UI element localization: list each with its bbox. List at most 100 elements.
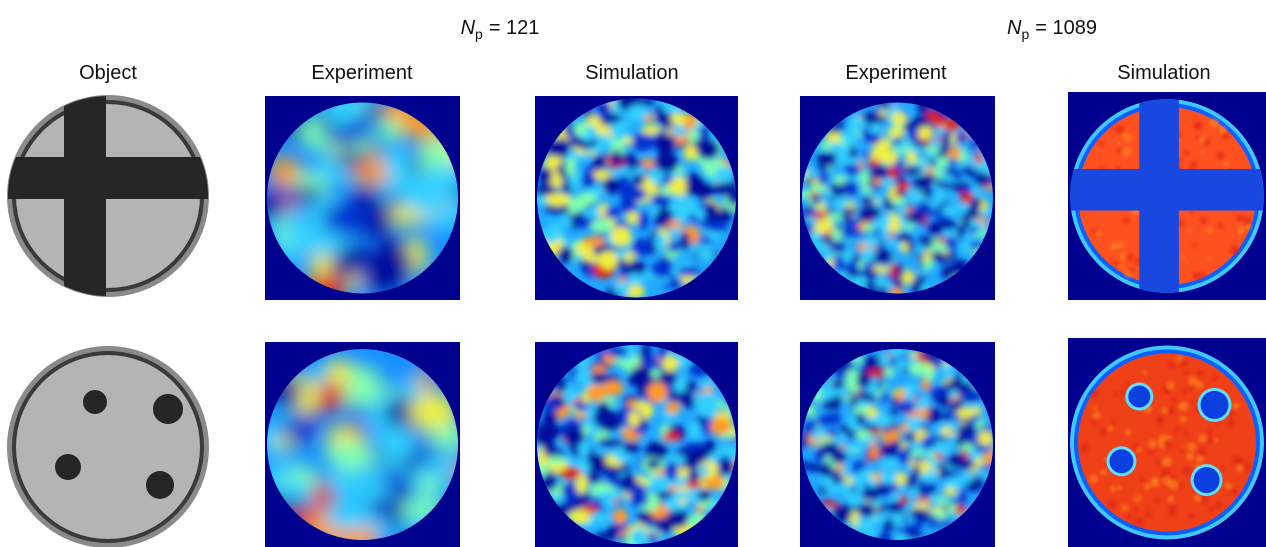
blob xyxy=(879,150,898,165)
column-header: Simulation xyxy=(585,62,678,84)
blob xyxy=(945,236,957,249)
speck xyxy=(1179,446,1185,452)
blob xyxy=(895,265,904,277)
speck xyxy=(1198,434,1207,443)
blob xyxy=(889,501,904,514)
speck xyxy=(1162,457,1172,467)
blob xyxy=(315,158,342,180)
symbol: N xyxy=(461,17,476,39)
blob xyxy=(401,173,451,214)
speck xyxy=(1229,487,1238,496)
blob xyxy=(842,238,853,244)
blob xyxy=(677,266,701,276)
blob xyxy=(662,356,678,371)
speck xyxy=(1111,420,1116,425)
speck xyxy=(1194,494,1201,501)
speck xyxy=(1156,420,1161,425)
blob xyxy=(905,522,921,532)
blob xyxy=(948,249,955,260)
blob xyxy=(948,454,966,469)
label-rest: = 121 xyxy=(489,17,540,39)
blob xyxy=(561,181,571,194)
figure: Np= 121 Np= 1089 Object Experiment Simul… xyxy=(0,0,1266,547)
blob xyxy=(842,208,857,215)
blob xyxy=(428,426,474,449)
blob xyxy=(377,425,416,462)
speck xyxy=(1214,438,1218,442)
speck xyxy=(1164,389,1169,394)
blob xyxy=(719,460,735,474)
speck xyxy=(1119,265,1124,270)
blob xyxy=(831,449,846,464)
blob xyxy=(974,457,984,467)
group-label: Np= 1089 xyxy=(1007,17,1097,42)
speck xyxy=(1135,517,1145,527)
reconstructions xyxy=(252,89,1266,547)
speck xyxy=(1100,469,1106,475)
blob xyxy=(864,235,880,247)
blob xyxy=(819,246,829,254)
speck xyxy=(1207,428,1213,434)
blob xyxy=(273,459,294,476)
blob xyxy=(713,182,738,196)
blob xyxy=(916,246,928,253)
blob xyxy=(574,122,587,137)
speck xyxy=(1244,464,1252,472)
blob xyxy=(867,206,881,219)
speck xyxy=(1233,403,1240,410)
blob xyxy=(328,466,347,482)
speck xyxy=(1209,507,1214,512)
blob xyxy=(598,438,614,446)
speck xyxy=(1206,226,1213,233)
blob xyxy=(833,470,840,481)
blob xyxy=(897,141,907,150)
blob xyxy=(829,142,841,149)
blob xyxy=(923,259,934,269)
speck xyxy=(1182,389,1187,394)
speck xyxy=(1191,161,1198,168)
blob xyxy=(856,400,870,407)
blob xyxy=(867,455,875,462)
blob xyxy=(865,133,881,144)
blob xyxy=(871,378,879,386)
blob xyxy=(666,402,681,414)
speck xyxy=(1222,132,1229,139)
blob xyxy=(937,394,951,407)
blob xyxy=(631,133,655,151)
blob xyxy=(631,239,651,256)
blob xyxy=(935,126,944,137)
blob xyxy=(954,204,968,214)
blob xyxy=(871,123,883,135)
speck xyxy=(1181,256,1186,261)
blob xyxy=(889,494,901,500)
blob xyxy=(859,171,869,185)
blob xyxy=(815,453,825,464)
blob xyxy=(891,112,906,126)
speck xyxy=(1168,362,1175,369)
blob xyxy=(836,387,847,398)
blob xyxy=(695,207,705,220)
speck xyxy=(1230,246,1240,256)
speck xyxy=(1121,505,1128,512)
column-header: Object xyxy=(79,62,137,84)
blob xyxy=(686,172,704,192)
blob xyxy=(957,493,967,506)
blob xyxy=(327,111,349,128)
blob xyxy=(824,412,841,425)
blob xyxy=(673,491,694,499)
speck xyxy=(1223,161,1229,167)
blob xyxy=(689,420,701,439)
speck xyxy=(1130,268,1135,273)
speck xyxy=(1091,228,1096,233)
blob xyxy=(832,197,847,209)
blob xyxy=(834,483,853,491)
heatmap xyxy=(1068,338,1266,547)
blob xyxy=(905,151,917,163)
speck xyxy=(1144,483,1151,490)
speck xyxy=(1188,513,1195,520)
blob xyxy=(952,172,963,180)
blob xyxy=(970,227,980,234)
blob xyxy=(638,211,649,230)
blob xyxy=(613,509,628,524)
blob xyxy=(804,421,817,434)
